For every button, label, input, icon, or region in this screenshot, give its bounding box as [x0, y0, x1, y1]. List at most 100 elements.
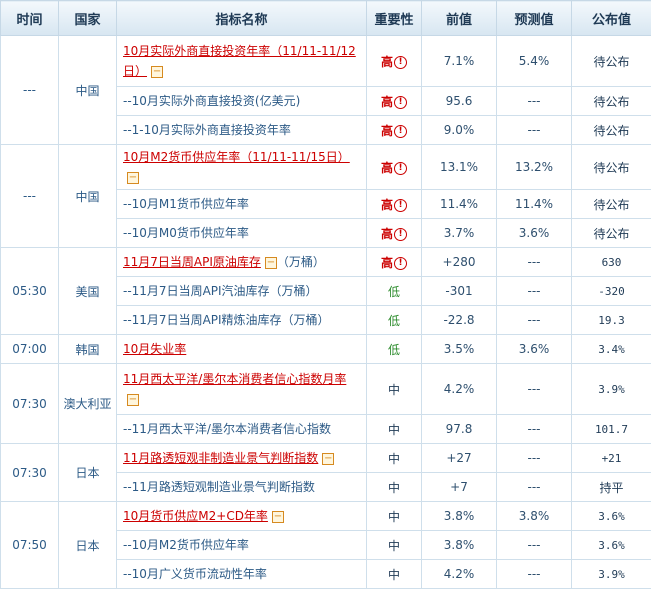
forecast-value: ---: [497, 306, 572, 335]
indicator-main-link[interactable]: 11月路透短观非制造业景气判断指数−: [117, 444, 367, 473]
event-time: 05:30: [1, 248, 59, 335]
importance-level: 高: [381, 124, 393, 138]
forecast-value: 3.6%: [497, 335, 572, 364]
indicator-main-link[interactable]: 10月实际外商直接投资年率（11/11-11/12日）−: [117, 36, 367, 87]
importance-cell: 高!: [367, 219, 422, 248]
event-time: ---: [1, 36, 59, 145]
forecast-value: ---: [497, 473, 572, 502]
published-value: 待公布: [572, 36, 651, 87]
previous-value: 9.0%: [422, 116, 497, 145]
indicator-label[interactable]: 10月失业率: [123, 342, 186, 356]
published-value: 待公布: [572, 190, 651, 219]
importance-level: 中: [388, 452, 400, 466]
importance-level: 中: [388, 423, 400, 437]
event-country: 日本: [59, 444, 117, 502]
indicator-main-link[interactable]: 10月失业率: [117, 335, 367, 364]
forecast-value: 5.4%: [497, 36, 572, 87]
exclamation-circle-icon: !: [394, 56, 407, 69]
minus-box-icon[interactable]: −: [272, 511, 284, 523]
importance-cell: 中: [367, 502, 422, 531]
exclamation-circle-icon: !: [394, 199, 407, 212]
importance-cell: 高!: [367, 116, 422, 145]
forecast-value: ---: [497, 531, 572, 560]
importance-cell: 高!: [367, 190, 422, 219]
forecast-value: ---: [497, 277, 572, 306]
header-time: 时间: [1, 1, 59, 36]
exclamation-circle-icon: !: [394, 162, 407, 175]
importance-cell: 高!: [367, 36, 422, 87]
header-published: 公布值: [572, 1, 651, 36]
published-value: 19.3: [572, 306, 651, 335]
minus-box-icon[interactable]: −: [265, 257, 277, 269]
importance-level: 高: [381, 161, 393, 175]
exclamation-circle-icon: !: [394, 228, 407, 241]
forecast-value: 13.2%: [497, 145, 572, 190]
indicator-sub-name: --11月7日当周API精炼油库存（万桶）: [117, 306, 367, 335]
indicator-label[interactable]: 10月货币供应M2+CD年率: [123, 509, 268, 523]
importance-level: 低: [388, 343, 400, 357]
importance-level: 高: [381, 55, 393, 69]
indicator-label: --11月7日当周API精炼油库存（万桶）: [123, 313, 330, 327]
indicator-sub-name: --10月M2货币供应年率: [117, 531, 367, 560]
indicator-label: --1-10月实际外商直接投资年率: [123, 123, 291, 137]
forecast-value: ---: [497, 248, 572, 277]
importance-cell: 中: [367, 364, 422, 415]
importance-level: 中: [388, 539, 400, 553]
indicator-sub-name: --10月广义货币流动性年率: [117, 560, 367, 589]
forecast-value: 3.6%: [497, 219, 572, 248]
indicator-label: --10月实际外商直接投资(亿美元): [123, 94, 300, 108]
importance-level: 中: [388, 383, 400, 397]
event-country: 中国: [59, 145, 117, 248]
importance-level: 中: [388, 510, 400, 524]
indicator-sub-name: --11月7日当周API汽油库存（万桶）: [117, 277, 367, 306]
minus-box-icon[interactable]: −: [127, 172, 139, 184]
importance-cell: 中: [367, 560, 422, 589]
exclamation-circle-icon: !: [394, 257, 407, 270]
indicator-label[interactable]: 11月西太平洋/墨尔本消费者信心指数月率: [123, 372, 346, 386]
previous-value: 97.8: [422, 415, 497, 444]
importance-cell: 中: [367, 444, 422, 473]
forecast-value: ---: [497, 116, 572, 145]
previous-value: 4.2%: [422, 560, 497, 589]
importance-cell: 中: [367, 473, 422, 502]
importance-level: 高: [381, 95, 393, 109]
indicator-label[interactable]: 11月路透短观非制造业景气判断指数: [123, 451, 318, 465]
indicator-sub-name: --11月西太平洋/墨尔本消费者信心指数: [117, 415, 367, 444]
event-time: 07:30: [1, 364, 59, 444]
minus-box-icon[interactable]: −: [151, 66, 163, 78]
published-value: +21: [572, 444, 651, 473]
indicator-sub-name: --1-10月实际外商直接投资年率: [117, 116, 367, 145]
indicator-main-link[interactable]: 11月西太平洋/墨尔本消费者信心指数月率 −: [117, 364, 367, 415]
previous-value: -22.8: [422, 306, 497, 335]
indicator-label[interactable]: 11月7日当周API原油库存: [123, 255, 261, 269]
previous-value: 3.5%: [422, 335, 497, 364]
indicator-label: --10月M1货币供应年率: [123, 197, 249, 211]
forecast-value: ---: [497, 415, 572, 444]
forecast-value: ---: [497, 364, 572, 415]
minus-box-icon[interactable]: −: [322, 453, 334, 465]
forecast-value: ---: [497, 87, 572, 116]
indicator-main-link[interactable]: 11月7日当周API原油库存−（万桶）: [117, 248, 367, 277]
importance-cell: 高!: [367, 145, 422, 190]
minus-box-icon[interactable]: −: [127, 394, 139, 406]
event-time: 07:50: [1, 502, 59, 589]
indicator-sub-name: --10月实际外商直接投资(亿美元): [117, 87, 367, 116]
published-value: 待公布: [572, 116, 651, 145]
indicator-label[interactable]: 10月M2货币供应年率（11/11-11/15日）: [123, 150, 350, 164]
importance-level: 高: [381, 198, 393, 212]
indicator-label: --10月M2货币供应年率: [123, 538, 249, 552]
published-value: 3.4%: [572, 335, 651, 364]
published-value: 待公布: [572, 145, 651, 190]
indicator-main-link[interactable]: 10月M2货币供应年率（11/11-11/15日） −: [117, 145, 367, 190]
event-country: 中国: [59, 36, 117, 145]
indicator-main-link[interactable]: 10月货币供应M2+CD年率−: [117, 502, 367, 531]
header-importance: 重要性: [367, 1, 422, 36]
published-value: 630: [572, 248, 651, 277]
importance-level: 中: [388, 568, 400, 582]
